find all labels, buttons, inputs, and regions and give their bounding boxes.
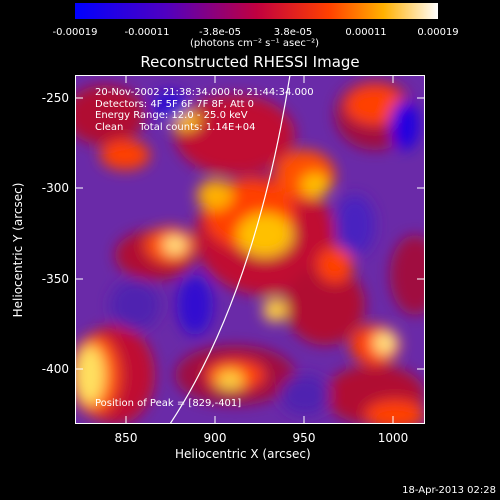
colorbar-units: (photons cm⁻² s⁻¹ asec⁻²) (190, 38, 320, 49)
energy-range: Energy Range: 12.0 - 25.0 keV (95, 110, 248, 121)
x-tick: 1000 (377, 431, 409, 445)
generation-date: 18-Apr-2013 02:28 (402, 485, 496, 496)
y-tick: -400 (41, 362, 69, 376)
clean-counts: Clean Total counts: 1.14E+04 (95, 121, 256, 133)
time-range: 20-Nov-2002 21:38:34.000 to 21:44:34.000 (95, 87, 314, 98)
rhessi-image (75, 75, 425, 424)
peak-position: Position of Peak = [829,-401] (95, 398, 242, 409)
colorbar-tick: -3.8e-05 (199, 27, 241, 38)
colorbar-tick: 3.8e-05 (273, 27, 313, 38)
colorbar-tick: 0.00019 (417, 27, 459, 38)
x-axis-label: Heliocentric X (arcsec) (175, 447, 311, 461)
y-tick: -300 (41, 181, 69, 195)
y-tick: -350 (41, 272, 69, 286)
limb-curve (169, 75, 291, 424)
plot-title: Reconstructed RHESSI Image (140, 53, 360, 71)
colorbar-tick: -0.00019 (52, 27, 98, 38)
colorbar-tick: 0.00011 (345, 27, 387, 38)
colorbar-tick: -0.00011 (124, 27, 170, 38)
y-tick: -250 (41, 91, 69, 105)
y-axis-label: Heliocentric Y (arcsec) (11, 182, 25, 318)
observation-info: 20-Nov-2002 21:38:34.000 to 21:44:34.000… (95, 87, 314, 133)
x-tick: 850 (114, 431, 138, 445)
colorbar (75, 3, 438, 19)
x-tick: 950 (292, 431, 316, 445)
detectors: Detectors: 4F 5F 6F 7F 8F, Att 0 (95, 98, 255, 110)
x-tick: 900 (203, 431, 227, 445)
